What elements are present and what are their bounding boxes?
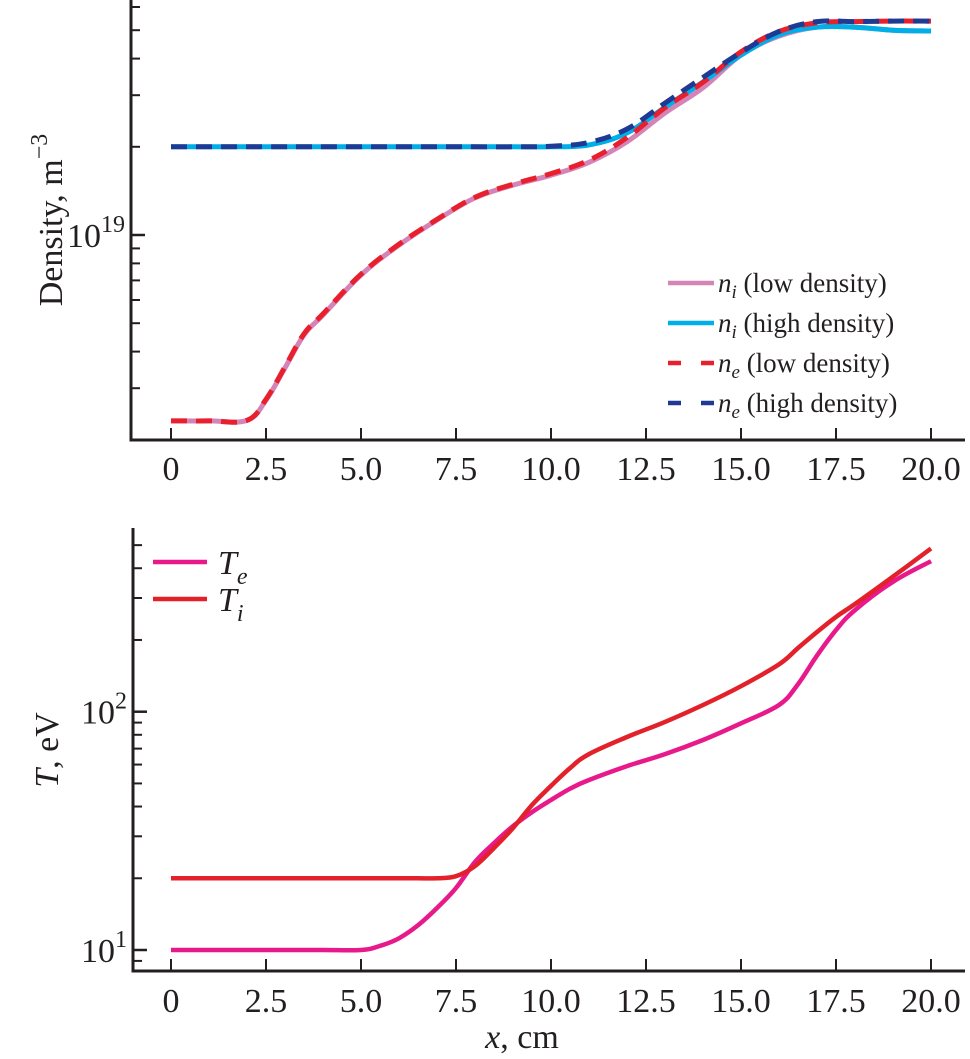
legend-subscript: i [732,282,737,303]
legend-description: (high density) [737,308,894,338]
legend-symbol: T [218,545,239,582]
legend-subscript: i [732,322,737,343]
y-axis-title-text: Density, m [33,159,70,306]
x-tick-label: 12.5 [616,451,676,488]
legend-description: (low density) [737,268,887,298]
y-axis-title: T, eV [29,712,66,788]
density-chart: 0 2.5 5.0 7.5 10.0 12.5 15.0 17.5 20.01019Densit… [27,0,965,488]
y-tick-label: 102 [81,689,127,732]
x-tick-label: 2.5 [245,451,288,488]
legend-symbol: n [718,308,732,338]
y-axis-title-variable: T [29,767,66,788]
x-tick-label: 0 [163,983,180,1020]
y-axis-title: Density, m−3 [27,134,70,307]
legend-label: Te [218,545,248,590]
series-line-t-e [170,559,933,953]
x-tick-label: 5.0 [340,983,383,1020]
legend-subscript: e [237,564,248,590]
series-line-n-e-high-density- [170,18,932,150]
y-tick-exponent: 19 [101,212,125,238]
legend-label: ne (high density) [718,388,897,423]
legend: ni (low density)ni (high density)ne (low… [668,268,897,423]
x-tick-label: 12.5 [616,983,676,1020]
y-tick-base: 10 [81,695,115,732]
y-tick-base: 10 [81,933,115,970]
legend-symbol: n [718,268,732,298]
x-tick-label: 15.0 [711,451,771,488]
x-tick-label: 7.5 [435,983,478,1020]
x-tick-label: 2.5 [245,983,288,1020]
y-tick-label: 101 [81,927,127,970]
x-axis-title-variable: x [484,1019,500,1056]
y-axis-title-exponent: −3 [27,134,53,160]
x-tick-label: 20.0 [901,983,961,1020]
x-tick-label: 15.0 [711,983,771,1020]
legend-description: (low density) [740,348,890,378]
x-tick-label: 20.0 [901,451,961,488]
x-tick-label: 0 [163,451,180,488]
x-axis-title-unit: , cm [500,1019,559,1056]
series-line-n-i-high-density- [170,23,932,150]
x-tick-label: 5.0 [340,451,383,488]
y-tick-exponent: 2 [115,689,127,715]
series-line-t-i [170,546,933,881]
x-tick-label: 10.0 [521,983,581,1020]
legend-label: ni (high density) [718,308,894,343]
legend-subscript: e [732,362,740,383]
legend-symbol: T [218,582,239,619]
x-tick-label: 10.0 [521,451,581,488]
y-axis-title-unit: , eV [29,712,66,769]
legend-symbol: n [718,348,732,378]
x-tick-label: 17.5 [806,451,866,488]
legend-symbol: n [718,388,732,418]
legend-label: ni (low density) [718,268,887,303]
y-tick-label: 1019 [67,212,125,255]
y-tick-exponent: 1 [115,927,127,953]
legend-description: (high density) [740,388,897,418]
legend-label: ne (low density) [718,348,890,383]
y-tick-base: 10 [67,218,101,255]
legend-label: Ti [218,582,244,627]
x-tick-label: 17.5 [806,983,866,1020]
x-axis-title: x, cm [484,1019,559,1056]
legend-subscript: e [732,402,740,423]
legend-subscript: i [237,601,244,627]
x-tick-label: 7.5 [435,451,478,488]
